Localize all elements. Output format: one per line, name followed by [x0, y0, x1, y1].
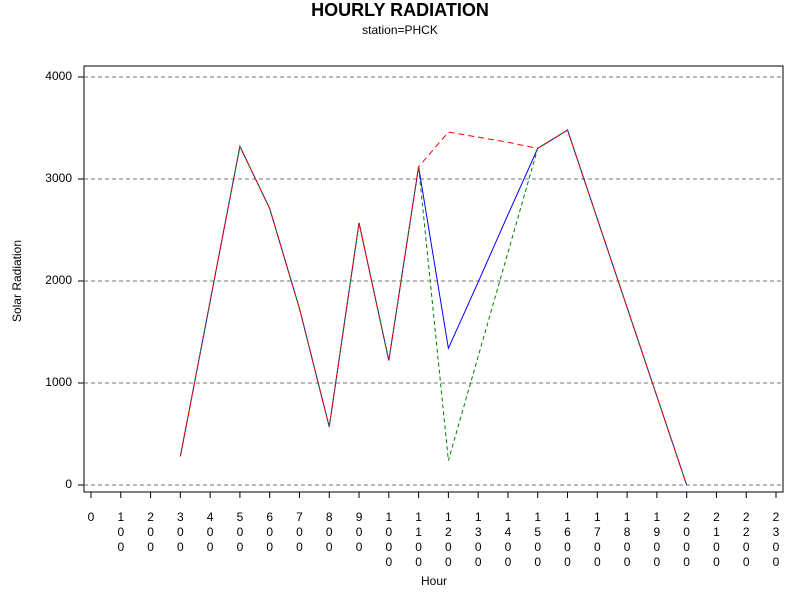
chart-subtitle: station=PHCK [362, 23, 438, 37]
series-line [179, 129, 688, 486]
x-tick-label: 0 [88, 510, 95, 524]
y-tick-label: 1000 [45, 375, 72, 389]
y-tick-label: 0 [65, 477, 72, 491]
y-tick-label: 4000 [45, 69, 72, 83]
chart-title: HOURLY RADIATION [311, 0, 489, 20]
x-axis-label: Hour [421, 574, 447, 588]
y-tick-label: 3000 [45, 171, 72, 185]
y-tick-label: 2000 [45, 273, 72, 287]
plot-frame [83, 65, 784, 493]
y-axis-label: Solar Radiation [10, 240, 24, 322]
